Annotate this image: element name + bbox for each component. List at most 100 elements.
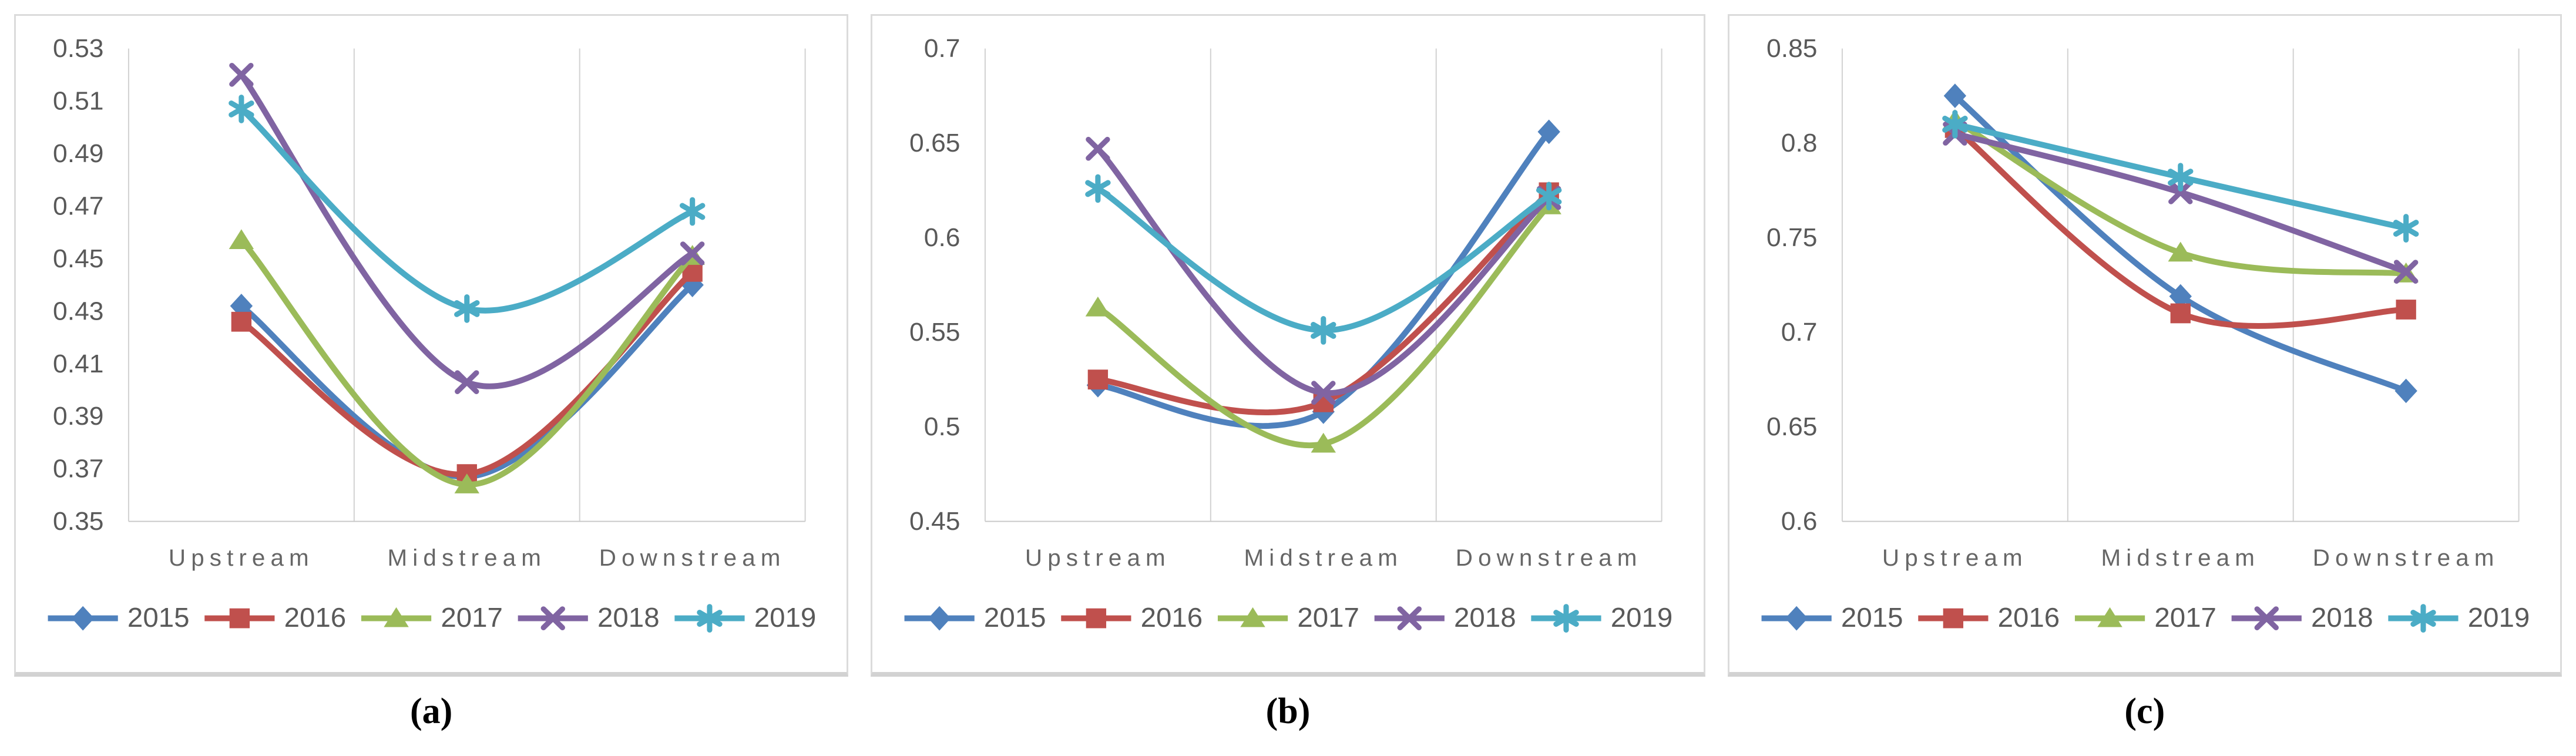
legend-marker-2016 <box>229 608 250 629</box>
x-category-label: Downstream <box>1456 545 1643 571</box>
series-marker-2019 <box>2393 214 2419 243</box>
panel-column-a: 0.53 0.51 0.49 0.47 0.45 0.43 0.41 0.39 0.37 0.35… <box>14 14 849 746</box>
series-marker-2015 <box>2394 378 2417 404</box>
series-2019 <box>229 95 706 323</box>
y-tick-label: 0.41 <box>53 350 103 378</box>
legend-label-2019: 2019 <box>2467 602 2530 633</box>
y-tick-label: 0.6 <box>924 223 960 252</box>
legend-marker-2016 <box>1086 608 1107 629</box>
legend-label-2016: 2016 <box>1997 602 2060 633</box>
legend-label-2016: 2016 <box>284 602 347 633</box>
x-category-labels: Upstream Midstream Downstream <box>1025 545 1643 571</box>
series-marker-2017 <box>2168 241 2193 262</box>
series-line-2019 <box>238 106 696 314</box>
legend-item-2019: 2019 <box>674 602 816 633</box>
panel-column-b: 0.7 0.65 0.6 0.55 0.5 0.45 Upstream Midstream Do… <box>871 14 1705 746</box>
legend-marker-2017 <box>1240 607 1266 627</box>
gridlines <box>127 48 806 522</box>
series-2019 <box>1085 174 1562 345</box>
y-tick-label: 0.5 <box>924 412 960 441</box>
y-tick-label: 0.43 <box>53 297 103 326</box>
y-tick-label: 0.37 <box>53 455 103 483</box>
series-marker-2018 <box>1086 136 1110 161</box>
series-marker-2017 <box>1311 432 1336 453</box>
y-axis-ticks: 0.53 0.51 0.49 0.47 0.45 0.43 0.41 0.39 0.37 0.35 <box>53 34 103 536</box>
legend-marker-2018 <box>540 606 565 630</box>
y-axis-ticks: 0.7 0.65 0.6 0.55 0.5 0.45 <box>909 34 960 536</box>
legend-item-2019: 2019 <box>1531 602 1673 633</box>
y-tick-label: 0.8 <box>1781 129 1817 157</box>
x-category-label: Upstream <box>169 545 314 571</box>
legend-item-2016: 2016 <box>1917 602 2060 633</box>
y-tick-label: 0.65 <box>909 129 960 157</box>
gridlines <box>1841 48 2520 522</box>
series-line-2018 <box>238 72 696 389</box>
series-marker-2016 <box>2396 300 2416 320</box>
series-marker-2019 <box>1536 182 1562 211</box>
series-marker-2018 <box>680 241 705 266</box>
x-category-labels: Upstream Midstream Downstream <box>1882 545 2494 571</box>
series-marker-2019 <box>679 197 706 226</box>
legend-marker-2019 <box>1553 604 1580 633</box>
series-marker-2015 <box>230 294 253 318</box>
y-tick-label: 0.35 <box>53 507 103 536</box>
y-tick-label: 0.45 <box>909 507 960 536</box>
legend-label-2015: 2015 <box>127 602 190 633</box>
series-marker-2019 <box>229 95 254 123</box>
y-tick-label: 0.75 <box>1766 223 1817 252</box>
y-tick-label: 0.7 <box>1781 318 1817 347</box>
legend-item-2016: 2016 <box>1061 602 1203 633</box>
series-2018 <box>229 62 705 394</box>
legend-marker-2018 <box>2254 606 2279 630</box>
legend-marker-2015 <box>1785 606 1808 631</box>
series-2019 <box>1942 110 2419 243</box>
chart-panel-c: 0.85 0.8 0.75 0.7 0.65 0.6 Upstream Midstream Do… <box>1727 14 2562 677</box>
x-category-labels: Upstream Midstream Downstream <box>169 545 786 571</box>
y-tick-label: 0.39 <box>53 402 103 431</box>
legend: 2015 2016 2017 2018 2019 <box>48 602 816 633</box>
y-tick-label: 0.6 <box>1781 507 1817 536</box>
caption-a: (a) <box>410 691 453 731</box>
chart-panel-a: 0.53 0.51 0.49 0.47 0.45 0.43 0.41 0.39 0.37 0.35… <box>14 14 849 677</box>
legend-marker-2017 <box>384 607 409 627</box>
legend-label-2019: 2019 <box>754 602 817 633</box>
x-category-label: Midstream <box>2101 545 2259 571</box>
legend-label-2017: 2017 <box>441 602 503 633</box>
series-marker-2018 <box>2168 180 2193 204</box>
series-marker-2019 <box>2167 163 2194 191</box>
gridlines <box>985 48 1663 522</box>
legend-item-2016: 2016 <box>204 602 346 633</box>
legend: 2015 2016 2017 2018 2019 <box>904 602 1673 633</box>
chart-panel-b: 0.7 0.65 0.6 0.55 0.5 0.45 Upstream Midstream Do… <box>871 14 1705 677</box>
legend-item-2018: 2018 <box>2231 602 2373 633</box>
legend-marker-2017 <box>2097 607 2122 627</box>
caption-b: (b) <box>1265 691 1311 731</box>
legend-marker-2015 <box>928 606 951 631</box>
y-tick-label: 0.51 <box>53 87 103 116</box>
series-marker-2016 <box>231 311 252 332</box>
series-marker-2018 <box>229 62 254 87</box>
series-line-2019 <box>1095 185 1553 334</box>
y-axis-ticks: 0.85 0.8 0.75 0.7 0.65 0.6 <box>1766 34 1817 536</box>
y-tick-label: 0.49 <box>53 139 103 168</box>
legend-item-2018: 2018 <box>1374 602 1516 633</box>
series-line-2018 <box>1095 146 1553 396</box>
legend-marker-2016 <box>1943 608 1963 629</box>
legend-marker-2019 <box>697 604 723 633</box>
series-line-2015 <box>1095 129 1553 429</box>
x-category-label: Midstream <box>388 545 546 571</box>
series-2017 <box>1086 194 1562 453</box>
legend-label-2019: 2019 <box>1611 602 1673 633</box>
legend-label-2016: 2016 <box>1141 602 1203 633</box>
x-category-label: Downstream <box>599 545 786 571</box>
series-2015 <box>1087 119 1561 429</box>
legend-label-2015: 2015 <box>1841 602 1903 633</box>
series-marker-2016 <box>1088 369 1109 390</box>
y-tick-label: 0.45 <box>53 244 103 273</box>
line-chart-b: 0.7 0.65 0.6 0.55 0.5 0.45 Upstream Midstream Do… <box>904 34 1673 633</box>
x-category-label: Midstream <box>1244 545 1403 571</box>
legend-item-2015: 2015 <box>1761 602 1903 633</box>
legend-item-2015: 2015 <box>48 602 190 633</box>
series-marker-2019 <box>1942 110 1968 139</box>
